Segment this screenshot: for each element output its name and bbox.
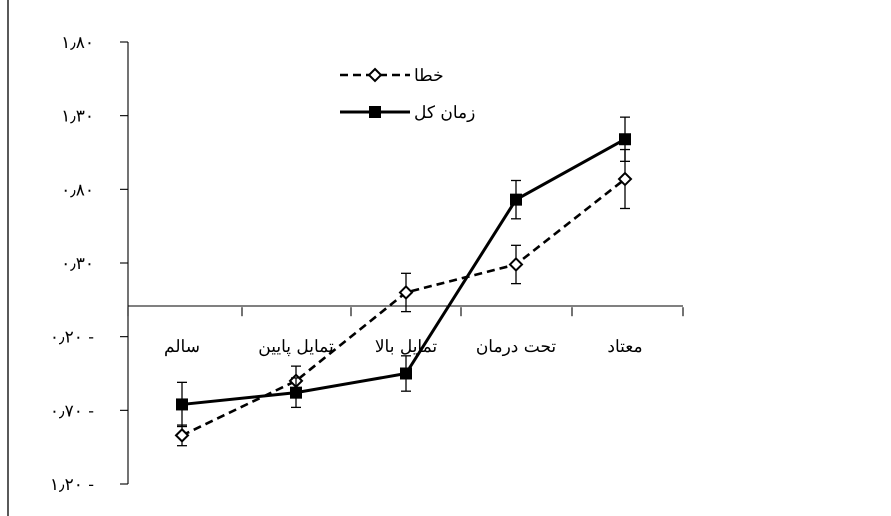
y-tick-label: ۰٫۲۰ - (50, 328, 94, 348)
data-point-square (510, 193, 522, 206)
series-error (174, 148, 633, 447)
data-point-square (400, 367, 412, 380)
legend-total-time-item: زمان کل (340, 103, 475, 123)
x-tick-labels: سالم تمایل پایین تمایل بالا تحت درمان معتاد (164, 337, 643, 357)
data-point-diamond (398, 285, 414, 300)
x-tick-label: تمایل پایین (258, 337, 334, 357)
y-tick-label: ۱٫۸۰ (61, 33, 94, 53)
legend-error-marker (367, 67, 383, 83)
data-point-square (176, 398, 188, 411)
data-point-diamond (617, 171, 633, 187)
series-layer (174, 116, 633, 447)
y-tick-label: ۰٫۸۰ (61, 180, 94, 200)
y-tick-label: ۰٫۳۰ (61, 254, 94, 274)
data-point-square (619, 133, 631, 146)
series-line (181, 137, 626, 406)
y-ticks: ۱٫۸۰ ۱٫۳۰ ۰٫۸۰ ۰٫۳۰ ۰٫۲۰ - ۰٫۷۰ - ۱٫۲۰ - (50, 33, 128, 495)
data-point-square (290, 386, 302, 399)
data-point-diamond (508, 257, 524, 272)
legend-item-error: خطا (340, 66, 444, 86)
y-tick-label: ۱٫۳۰ (61, 107, 94, 127)
data-point-diamond (174, 427, 190, 443)
series-total-time (176, 116, 631, 428)
y-tick-label: ۱٫۲۰ - (50, 475, 94, 495)
legend-total-time-marker (369, 106, 381, 118)
y-tick-label: ۰٫۷۰ - (50, 401, 94, 421)
legend-total-time-label: زمان کل (414, 103, 475, 123)
x-tick-label: تمایل بالا (375, 337, 438, 357)
x-tick-label: سالم (164, 337, 200, 357)
x-tick-label: تحت درمان (476, 337, 557, 357)
legend-error-label: خطا (414, 66, 444, 86)
legend: خطا زمان کل (340, 66, 475, 123)
x-ticks (127, 307, 684, 317)
x-tick-label: معتاد (607, 337, 642, 357)
